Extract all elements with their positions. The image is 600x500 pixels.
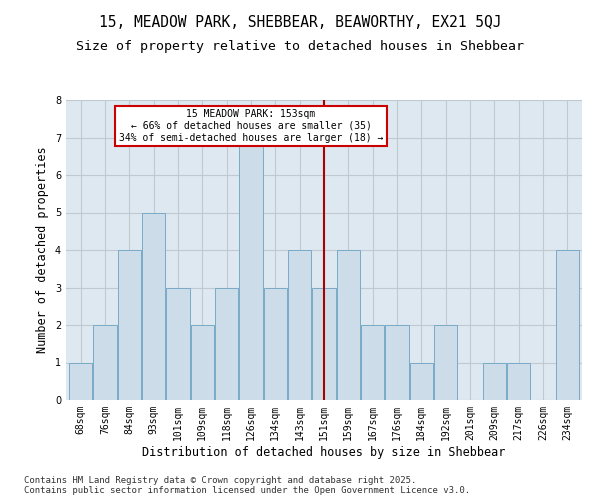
Bar <box>385 325 409 400</box>
Bar <box>264 288 287 400</box>
Text: Size of property relative to detached houses in Shebbear: Size of property relative to detached ho… <box>76 40 524 53</box>
Bar <box>410 362 433 400</box>
Bar <box>288 250 311 400</box>
Bar <box>556 250 579 400</box>
Text: 15, MEADOW PARK, SHEBBEAR, BEAWORTHY, EX21 5QJ: 15, MEADOW PARK, SHEBBEAR, BEAWORTHY, EX… <box>99 15 501 30</box>
Bar <box>361 325 384 400</box>
Text: 15 MEADOW PARK: 153sqm
← 66% of detached houses are smaller (35)
34% of semi-det: 15 MEADOW PARK: 153sqm ← 66% of detached… <box>119 110 383 142</box>
Bar <box>434 325 457 400</box>
Bar <box>313 288 335 400</box>
Bar <box>118 250 141 400</box>
Text: Contains HM Land Registry data © Crown copyright and database right 2025.
Contai: Contains HM Land Registry data © Crown c… <box>24 476 470 495</box>
Bar <box>239 138 263 400</box>
Bar <box>191 325 214 400</box>
Bar <box>94 325 116 400</box>
Bar <box>142 212 165 400</box>
Bar <box>483 362 506 400</box>
Bar <box>69 362 92 400</box>
Bar <box>166 288 190 400</box>
Y-axis label: Number of detached properties: Number of detached properties <box>37 146 49 354</box>
Bar <box>215 288 238 400</box>
X-axis label: Distribution of detached houses by size in Shebbear: Distribution of detached houses by size … <box>142 446 506 458</box>
Bar <box>507 362 530 400</box>
Bar <box>337 250 360 400</box>
